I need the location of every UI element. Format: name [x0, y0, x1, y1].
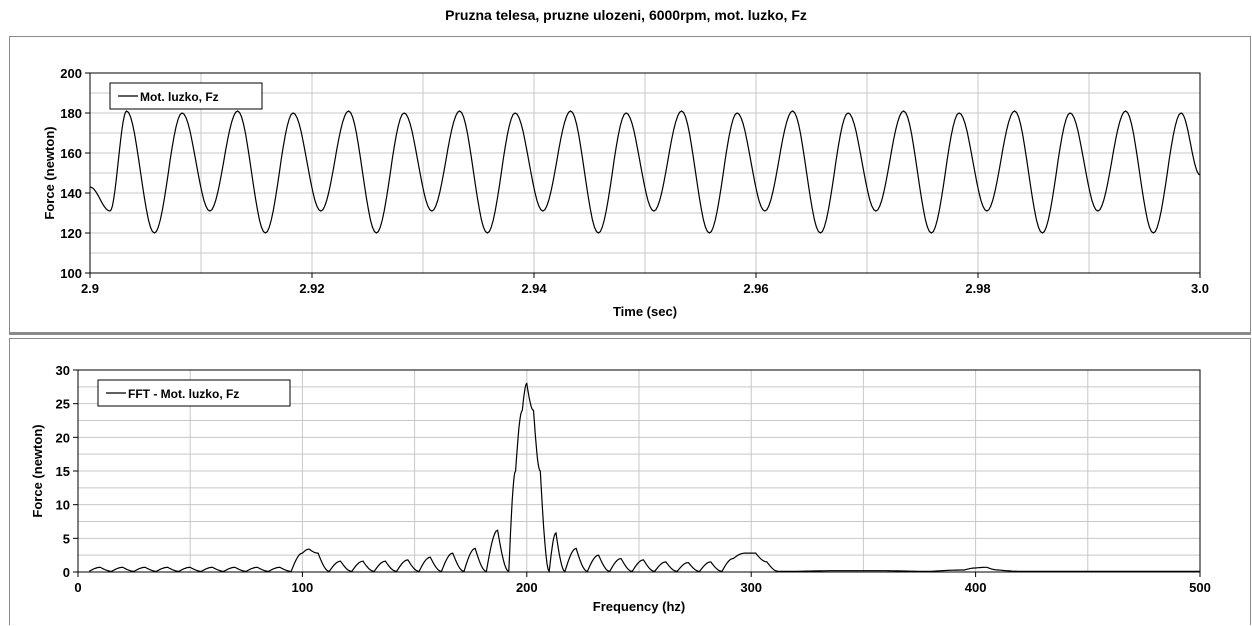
freq-y-tick-label: 5	[63, 531, 70, 546]
freq-y-axis-label: Force (newton)	[30, 424, 45, 517]
freq-y-tick-label: 10	[56, 498, 70, 513]
freq-legend-box	[97, 379, 291, 407]
freq-x-tick-label: 200	[516, 580, 538, 595]
page-title: Pruzna telesa, pruzne ulozeni, 6000rpm, …	[445, 7, 807, 23]
freq-x-tick-label: 400	[965, 580, 987, 595]
time-series-line	[89, 110, 1201, 234]
time-y-tick-label: 120	[60, 226, 82, 241]
freq-series-line	[88, 382, 1200, 574]
time-domain-chart-panel: 100 120 140 160 180 200 2.9 2.92 2.94 2.96 2.98 3.0…	[9, 36, 1251, 335]
freq-y-tick-label: 30	[56, 363, 70, 378]
time-legend: Mot. luzko, Fz	[109, 82, 263, 110]
time-y-axis-label: Force (newton)	[42, 126, 57, 219]
freq-x-tick-label: 300	[740, 580, 762, 595]
freq-legend: FFT - Mot. luzko, Fz	[97, 379, 291, 407]
freq-y-tick-label: 20	[56, 430, 70, 445]
time-x-tick-label: 2.98	[965, 281, 990, 296]
freq-y-tick-label: 25	[56, 397, 70, 412]
time-domain-chart: 100 120 140 160 180 200 2.9 2.92 2.94 2.96 2.98 3.0…	[42, 66, 1209, 319]
frequency-domain-chart-panel: 0 5 10 15 20 25 30 0 100 200 300 400 500 Frequency (h…	[9, 338, 1251, 625]
time-x-tick-label: 2.92	[299, 281, 324, 296]
freq-x-tick-label: 0	[74, 580, 81, 595]
time-plot-area	[89, 72, 1201, 274]
time-x-tick-label: 2.94	[521, 281, 547, 296]
time-y-tick-label: 180	[60, 106, 82, 121]
time-y-tick-label: 160	[60, 146, 82, 161]
freq-y-tick-label: 0	[63, 565, 70, 580]
time-x-axis-label: Time (sec)	[613, 304, 677, 319]
time-x-tick-label: 2.96	[743, 281, 768, 296]
freq-x-tick-label: 500	[1189, 580, 1211, 595]
time-y-tick-label: 100	[60, 266, 82, 281]
time-x-tick-label: 2.9	[81, 281, 99, 296]
freq-legend-label: FFT - Mot. luzko, Fz	[128, 387, 239, 401]
time-y-tick-label: 140	[60, 186, 82, 201]
freq-y-tick-label: 15	[56, 464, 70, 479]
time-legend-label: Mot. luzko, Fz	[140, 90, 219, 104]
time-grid	[90, 73, 1200, 273]
time-y-tick-label: 200	[60, 66, 82, 81]
freq-x-tick-label: 100	[292, 580, 314, 595]
freq-x-axis-label: Frequency (hz)	[593, 599, 685, 614]
time-x-tick-label: 3.0	[1191, 281, 1209, 296]
